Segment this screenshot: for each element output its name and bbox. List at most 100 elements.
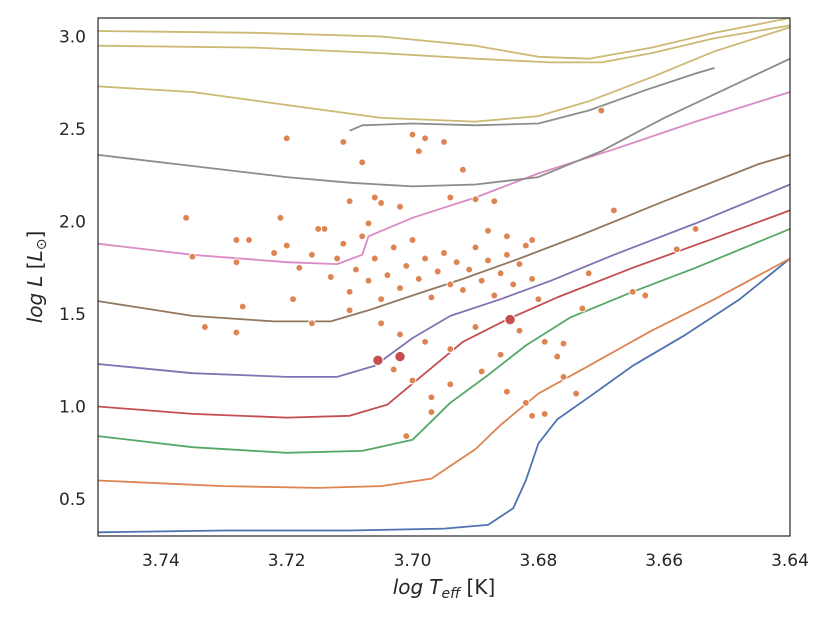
scatter-point — [471, 195, 480, 204]
scatter-point — [559, 339, 568, 348]
y-label-unit-open: [ — [23, 261, 47, 275]
series-line-track-8 — [98, 57, 790, 188]
scatter-point — [295, 263, 304, 272]
scatter-point — [232, 258, 241, 267]
y-tick-label: 2.0 — [59, 213, 86, 233]
scatter-point — [628, 287, 637, 296]
scatter-point — [477, 367, 486, 376]
scatter-point — [440, 138, 448, 146]
scatter-point — [528, 275, 536, 283]
scatter-point — [610, 206, 618, 215]
series-line-track-4 — [98, 209, 790, 419]
x-tick-label: 3.72 — [268, 551, 306, 571]
scatter-point — [496, 350, 505, 359]
y-label-log: log — [23, 293, 47, 324]
x-axis-label: log Teff [K] — [393, 575, 496, 602]
scatter-point — [377, 199, 385, 207]
series-line-track-8b — [349, 67, 715, 132]
plot-frame — [97, 17, 791, 537]
series-line-track-2 — [98, 257, 790, 489]
y-label-unit-sub: ⊙ — [34, 239, 50, 251]
scatter-point — [282, 134, 291, 143]
y-tick-label: 1.0 — [59, 398, 86, 418]
scatter-point — [402, 432, 411, 440]
scatter-point — [465, 265, 474, 274]
scatter-point — [540, 337, 549, 346]
y-label-unit-sym: L — [23, 250, 47, 261]
scatter-point — [345, 197, 354, 206]
scatter-point — [364, 276, 373, 285]
scatter-point — [528, 411, 536, 420]
y-label-unit-close: ] — [23, 231, 47, 239]
x-tick-label: 3.66 — [645, 551, 683, 571]
scatter-point — [389, 243, 398, 252]
scatter-point — [421, 337, 429, 346]
scatter-point — [427, 393, 436, 402]
y-tick-label: 1.5 — [59, 305, 86, 325]
scatter-point — [521, 241, 530, 250]
y-tick-label: 0.5 — [59, 490, 86, 510]
scatter-point — [446, 193, 455, 202]
scatter-point — [326, 273, 335, 281]
scatter-point — [471, 323, 480, 331]
x-tick-label: 3.64 — [771, 551, 809, 571]
scatter-point — [358, 232, 367, 241]
scatter-point — [421, 134, 429, 143]
series-line-track-5 — [98, 183, 790, 378]
scatter-point — [597, 106, 606, 115]
scatter-point — [515, 260, 524, 268]
scatter-point — [421, 254, 429, 263]
scatter-point — [396, 202, 404, 211]
scatter-point — [553, 352, 562, 361]
scatter-point — [232, 328, 241, 337]
scatter-point — [496, 269, 505, 278]
scatter-point — [308, 319, 316, 328]
scatter-point — [232, 236, 241, 244]
scatter-point — [345, 306, 354, 315]
scatter-point — [584, 269, 593, 278]
scatter-point — [370, 254, 379, 263]
scatter-point — [414, 147, 423, 156]
scatter-point — [289, 295, 297, 304]
scatter-point — [427, 293, 436, 302]
scatter-point — [282, 241, 291, 250]
scatter-point — [377, 295, 385, 304]
scatter-point — [414, 275, 423, 283]
scatter-point — [572, 389, 580, 398]
scatter-point — [383, 271, 392, 280]
scatter-point — [396, 330, 404, 339]
scatter-point — [427, 408, 436, 416]
series-line-track-9 — [98, 26, 790, 123]
scatter-point — [245, 236, 253, 244]
scatter-point — [314, 225, 323, 233]
scatter-point — [358, 158, 367, 167]
scatter-point — [402, 262, 411, 270]
scatter-point — [534, 295, 543, 304]
scatter-point — [440, 249, 448, 257]
scatter-point — [490, 291, 499, 300]
scatter-point — [188, 252, 197, 261]
scatter-point — [377, 319, 385, 328]
evolutionary-tracks — [98, 18, 790, 534]
highlighted-stars — [372, 313, 516, 366]
scatter-point — [484, 256, 492, 265]
scatter-point — [433, 267, 442, 276]
scatter-point — [408, 236, 417, 244]
scatter-point — [503, 250, 511, 259]
scatter-point — [238, 302, 247, 311]
scatter-point — [333, 254, 341, 263]
scatter-point — [276, 213, 285, 222]
scatter-point — [691, 225, 700, 233]
x-label-unit: [K] — [460, 575, 495, 599]
plot-background — [98, 18, 790, 536]
scatter-point — [408, 130, 417, 139]
series-line-track-1 — [98, 257, 790, 534]
scatter-point — [484, 226, 492, 235]
scatter-point — [509, 280, 518, 289]
scatter-point — [396, 284, 404, 292]
scatter-point — [515, 326, 524, 335]
scatter-point — [408, 376, 417, 385]
series-line-track-3 — [98, 228, 790, 454]
series-line-track-6 — [98, 154, 790, 323]
x-label-log: log — [393, 575, 424, 599]
